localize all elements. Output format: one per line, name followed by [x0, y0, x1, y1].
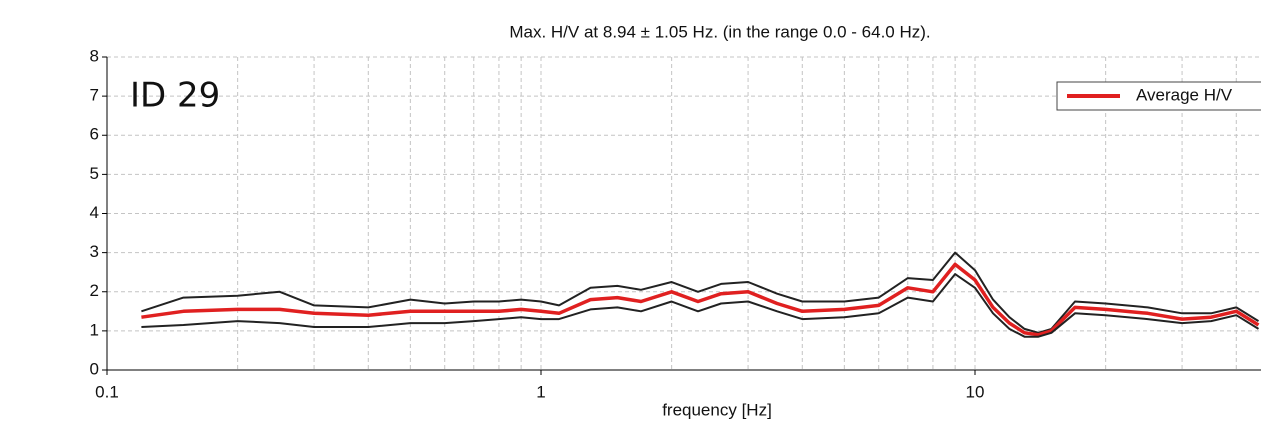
x-tick-label: 1	[536, 382, 545, 401]
y-tick-label: 6	[90, 125, 99, 144]
annotation: ID 29	[130, 76, 220, 116]
line	[141, 262, 1260, 337]
plot-lines	[141, 251, 1260, 338]
y-tick-label: 2	[90, 281, 99, 300]
grid	[106, 56, 1261, 371]
legend: Average H/V	[1056, 81, 1261, 111]
y-tick-label: 8	[90, 46, 99, 65]
y-tick-label: 4	[90, 203, 99, 222]
y-tick-label: 1	[90, 320, 99, 339]
chart-title: Max. H/V at 8.94 ± 1.05 Hz. (in the rang…	[509, 22, 930, 41]
x-axis-label: frequency [Hz]	[662, 400, 772, 419]
x-tick-label: 10	[966, 382, 985, 401]
line	[141, 273, 1260, 338]
y-tick-label: 7	[90, 86, 99, 105]
y-tick-label: 3	[90, 242, 99, 261]
x-tick-label: 0.1	[95, 382, 119, 401]
legend-label: Average H/V	[1136, 85, 1233, 104]
y-tick-label: 5	[90, 164, 99, 183]
axes: 0 1 2 3 4 5 6 7 8 0.1 1 10	[90, 46, 1261, 401]
line	[141, 251, 1260, 334]
y-tick-label: 0	[90, 359, 99, 378]
